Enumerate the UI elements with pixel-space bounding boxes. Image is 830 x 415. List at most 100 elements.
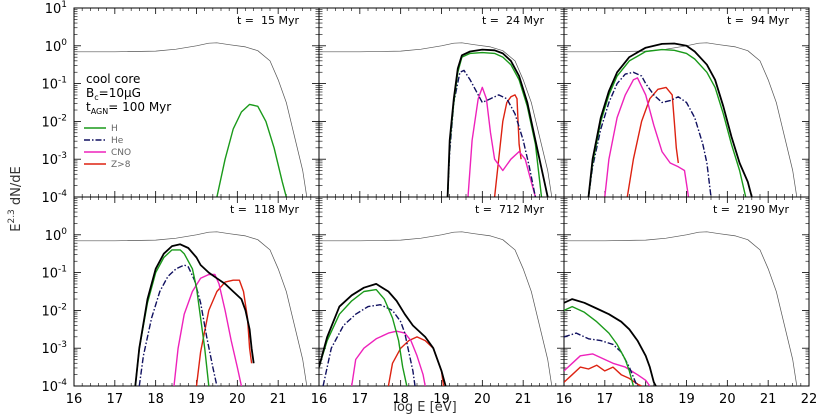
- x-tick-label: 19: [678, 392, 695, 407]
- y-tick-exp: 0: [61, 38, 67, 48]
- x-tick-label: 21: [270, 392, 287, 407]
- y-tick-exp: -2: [58, 302, 67, 312]
- x-tick-label: 16: [66, 392, 83, 407]
- series-he-curve: [564, 332, 639, 386]
- x-tick-label: 16: [556, 392, 573, 407]
- y-tick-label: 10-3: [41, 151, 67, 168]
- x-tick-label: 17: [597, 392, 614, 407]
- info-line-1: cool core: [86, 72, 140, 86]
- y-tick-exp: -3: [58, 340, 67, 350]
- y-tick-base: 10: [41, 342, 58, 357]
- x-tick-label: 16: [311, 392, 328, 407]
- series-total-curve: [319, 283, 447, 386]
- source-spectrum-curve: [319, 231, 553, 386]
- y-tick-exp: -4: [58, 378, 67, 388]
- info-3b: AGN: [91, 107, 109, 116]
- legend-label-z8: Z>8: [111, 160, 131, 170]
- series-z8-curve: [493, 94, 522, 197]
- curves: [319, 42, 553, 197]
- panel-time-label: t = 712 Myr: [475, 203, 545, 216]
- x-tick-label: 21: [515, 392, 532, 407]
- y-tick-base: 10: [41, 380, 58, 395]
- series-h-curve: [587, 48, 747, 197]
- y-tick-base: 10: [41, 78, 58, 93]
- series-total-curve: [564, 298, 657, 386]
- y-tick-exp: -2: [58, 113, 67, 123]
- series-h-curve: [564, 305, 635, 386]
- info-line-2: Bc=10μG: [86, 86, 141, 102]
- panel-time-label: t = 15 Myr: [237, 14, 300, 27]
- info-2c: =10μG: [99, 86, 141, 100]
- info-2a: B: [86, 86, 94, 100]
- curves: [564, 42, 798, 197]
- panel-time-label: t = 94 Myr: [727, 14, 790, 27]
- curves: [74, 231, 308, 386]
- y-tick-label: 10-1: [41, 265, 67, 282]
- y-tick-exp: -3: [58, 151, 67, 161]
- source-spectrum-curve: [564, 231, 798, 386]
- series-z8-curve: [626, 86, 679, 197]
- x-tick-label: 21: [760, 392, 777, 407]
- info-3c: = 100 Myr: [108, 100, 171, 114]
- series-cno-curve: [564, 353, 651, 386]
- series-z8-curve: [387, 336, 445, 386]
- x-tick-label: 19: [433, 392, 450, 407]
- curves: [74, 42, 308, 197]
- y-tick-label: 10-3: [41, 340, 67, 357]
- series-he-curve: [138, 264, 218, 386]
- series-z8-curve: [195, 279, 253, 386]
- y-tick-exp: -1: [58, 76, 67, 86]
- y-tick-exp: 1: [61, 0, 67, 10]
- source-spectrum-curve: [74, 42, 308, 197]
- panel-6: 16 17 18 19 20 21 22 t = 2190 Myr: [556, 196, 818, 407]
- x-tick-label: 22: [801, 392, 818, 407]
- y-tick-label: 10-1: [41, 76, 67, 93]
- x-tick-label: 20: [474, 392, 491, 407]
- source-spectrum-curve: [564, 42, 798, 197]
- info-3a: t: [86, 100, 91, 114]
- panel-frame: [318, 196, 565, 387]
- x-tick-label: 17: [352, 392, 369, 407]
- y-tick-label: 100: [45, 38, 68, 55]
- series-cno-curve: [467, 86, 537, 197]
- legend-label-h: H: [111, 124, 118, 134]
- panel-time-label: t = 118 Myr: [230, 203, 300, 216]
- y-tick-label: 10-4: [41, 189, 67, 206]
- series-h-curve: [319, 288, 408, 386]
- series-h-curve: [446, 51, 543, 197]
- y-tick-base: 10: [41, 267, 58, 282]
- y-tick-base: 10: [41, 153, 58, 168]
- curves: [319, 231, 553, 386]
- curves: [564, 231, 798, 386]
- source-spectrum-curve: [74, 231, 308, 386]
- y-tick-base: 10: [41, 115, 58, 130]
- series-total-curve: [134, 243, 255, 386]
- y-tick-base: 10: [45, 40, 62, 55]
- y-tick-label: 101: [45, 0, 67, 17]
- y-tick-exp: -1: [58, 265, 67, 275]
- series-total-curve: [446, 48, 549, 197]
- panel-time-label: t = 24 Myr: [482, 14, 545, 27]
- series-h-curve: [216, 103, 287, 197]
- y-tick-base: 10: [41, 304, 58, 319]
- y-tick-base: 10: [41, 191, 58, 206]
- x-tick-label: 20: [719, 392, 736, 407]
- x-tick-label: 20: [229, 392, 246, 407]
- x-axis-title: log E [eV]: [393, 400, 456, 415]
- series-cno-curve: [604, 77, 690, 197]
- y-axis-title: E2.3 dN/dE: [7, 166, 24, 232]
- panel-2: t = 24 Myr: [318, 7, 565, 198]
- x-tick-label: 17: [107, 392, 124, 407]
- legend-label-cno: CNO: [111, 148, 131, 158]
- y-tick-label: 10-2: [41, 302, 67, 319]
- series-cno-curve: [173, 273, 243, 386]
- x-tick-label: 19: [188, 392, 205, 407]
- y-tick-base: 10: [45, 229, 62, 244]
- series-total-curve: [587, 42, 753, 197]
- y-tick-base: 10: [45, 2, 62, 17]
- panel-5: 16 17 18 19 20 21 t = 712 Myr: [311, 196, 565, 407]
- series-h-curve: [134, 249, 210, 386]
